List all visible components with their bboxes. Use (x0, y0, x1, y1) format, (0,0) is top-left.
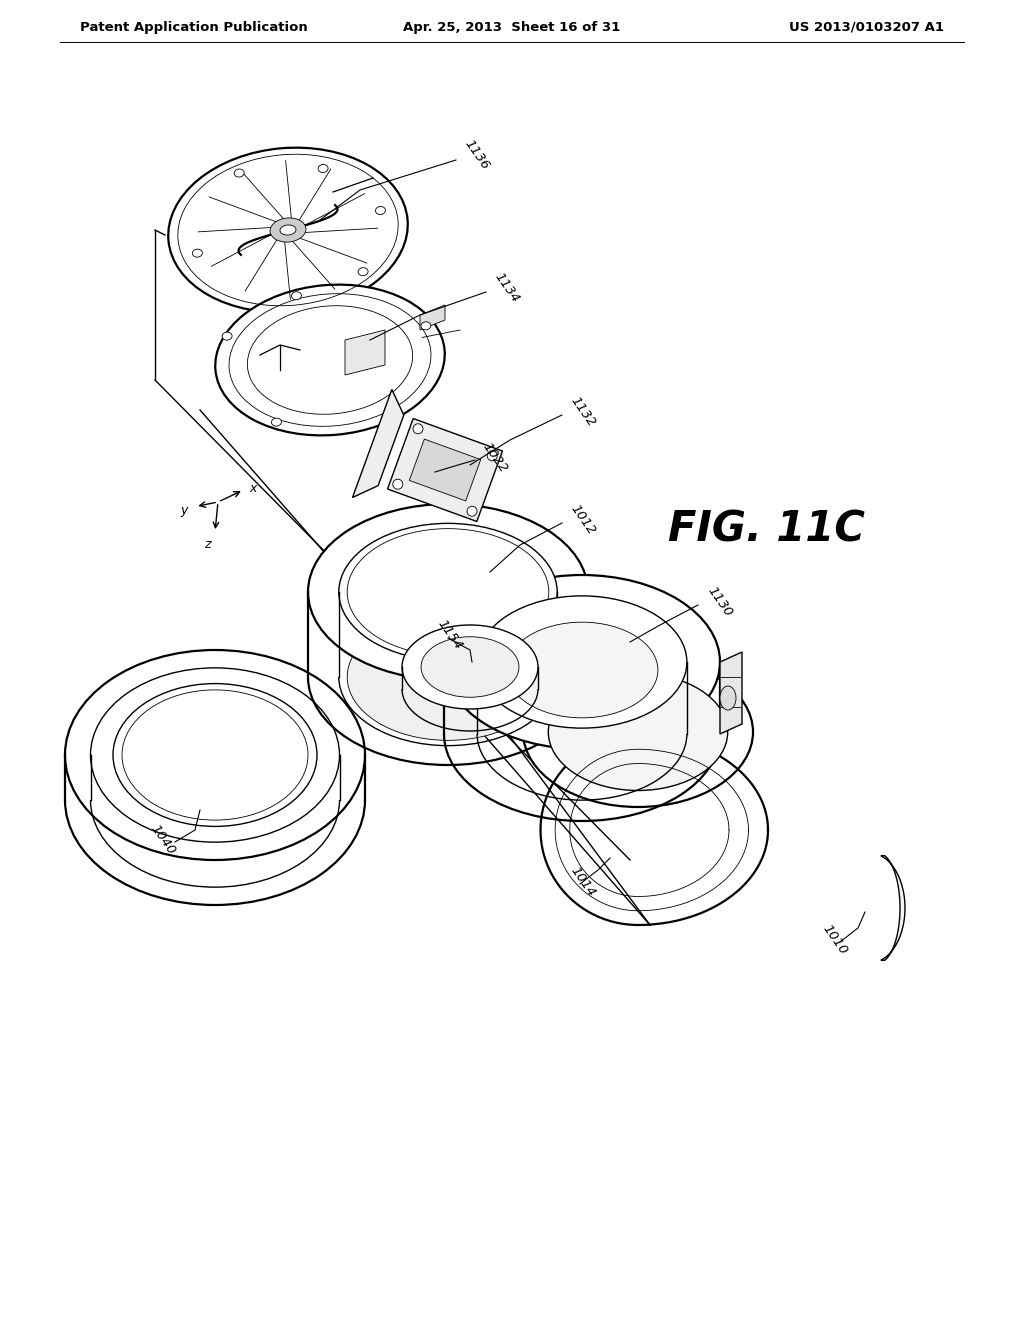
Polygon shape (352, 389, 403, 498)
Polygon shape (720, 652, 742, 734)
Text: Patent Application Publication: Patent Application Publication (80, 21, 308, 33)
Ellipse shape (168, 148, 408, 313)
Ellipse shape (477, 595, 687, 729)
Ellipse shape (548, 673, 728, 791)
Ellipse shape (65, 649, 365, 861)
Ellipse shape (347, 614, 549, 741)
Text: 1014: 1014 (568, 865, 598, 899)
Ellipse shape (308, 504, 588, 680)
Text: 1134: 1134 (492, 271, 522, 305)
Ellipse shape (523, 657, 753, 807)
Text: z: z (204, 539, 210, 550)
Text: 1012: 1012 (568, 503, 598, 537)
Ellipse shape (467, 507, 477, 516)
Ellipse shape (413, 424, 423, 434)
Ellipse shape (421, 636, 519, 697)
Ellipse shape (339, 523, 557, 660)
Text: FIG. 11C: FIG. 11C (668, 510, 865, 550)
Text: 1154: 1154 (435, 618, 465, 652)
Ellipse shape (215, 285, 444, 436)
Ellipse shape (222, 333, 232, 341)
Ellipse shape (402, 624, 538, 709)
Polygon shape (387, 418, 503, 521)
Text: 1010: 1010 (820, 923, 850, 957)
Text: 1130: 1130 (705, 585, 735, 619)
Text: Apr. 25, 2013  Sheet 16 of 31: Apr. 25, 2013 Sheet 16 of 31 (403, 21, 621, 33)
Ellipse shape (421, 322, 431, 330)
Ellipse shape (358, 268, 368, 276)
Ellipse shape (193, 249, 203, 257)
Polygon shape (420, 305, 445, 330)
Text: 1022: 1022 (480, 441, 510, 475)
Text: 1132: 1132 (568, 395, 598, 429)
Ellipse shape (234, 169, 244, 177)
Ellipse shape (720, 686, 736, 710)
Polygon shape (345, 330, 385, 375)
Ellipse shape (292, 292, 301, 300)
Ellipse shape (444, 576, 720, 748)
Polygon shape (541, 735, 768, 925)
Ellipse shape (487, 451, 498, 461)
Ellipse shape (318, 165, 328, 173)
Ellipse shape (506, 622, 657, 718)
Polygon shape (881, 855, 905, 961)
Ellipse shape (270, 218, 306, 242)
Ellipse shape (280, 224, 296, 235)
Ellipse shape (271, 418, 282, 426)
Text: y: y (180, 504, 187, 517)
Text: US 2013/0103207 A1: US 2013/0103207 A1 (790, 21, 944, 33)
Ellipse shape (113, 684, 317, 826)
Text: x: x (250, 482, 257, 495)
Text: 1040: 1040 (148, 822, 178, 858)
Ellipse shape (376, 206, 385, 215)
Ellipse shape (393, 479, 402, 490)
Text: 1136: 1136 (462, 137, 492, 173)
Polygon shape (410, 440, 480, 500)
